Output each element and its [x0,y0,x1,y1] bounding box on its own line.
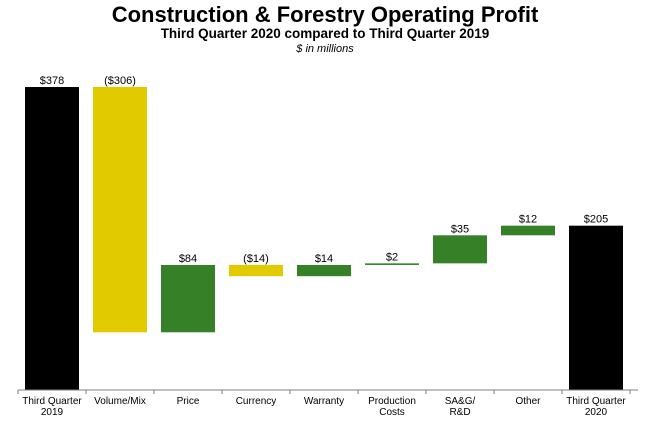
bar-0 [25,87,79,390]
units-note: $ in millions [296,43,354,55]
value-label-3: ($14) [243,253,269,265]
value-label-8: $205 [584,214,608,226]
category-label-4: Warranty [304,396,344,407]
category-label-1: Volume/Mix [94,396,146,407]
category-label-3: Currency [236,396,277,407]
value-label-2: $84 [179,253,197,265]
category-label-7: Other [515,396,541,407]
bar-3 [229,264,283,277]
category-label-0: Third Quarter 2019 [22,396,82,418]
bar-8 [569,225,623,390]
value-label-6: $35 [451,223,469,235]
value-label-4: $14 [315,253,333,265]
category-label-8: Third Quarter 2020 [566,396,626,418]
bar-2 [161,264,215,333]
bar-5 [365,263,419,265]
category-label-5: Production Costs [368,396,416,418]
chart-subtitle: Third Quarter 2020 compared to Third Qua… [160,26,490,41]
value-label-5: $2 [386,251,398,263]
chart-title: Construction & Forestry Operating Profit [111,2,539,27]
bar-6 [433,235,487,264]
bar-4 [297,264,351,277]
bar-1 [93,87,147,333]
bar-7 [501,225,555,236]
category-label-6: SA&G/R&D [445,396,476,418]
value-label-7: $12 [519,214,537,226]
category-label-2: Price [177,396,200,407]
value-label-1: ($306) [104,75,136,87]
value-label-0: $378 [40,75,64,87]
